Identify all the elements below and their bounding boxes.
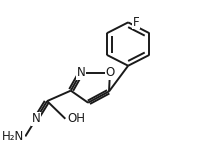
Text: N: N [32, 112, 41, 125]
Text: H₂N: H₂N [2, 130, 24, 143]
Text: F: F [133, 16, 139, 29]
Text: O: O [105, 66, 115, 80]
Text: N: N [76, 66, 85, 80]
Text: OH: OH [67, 112, 85, 125]
